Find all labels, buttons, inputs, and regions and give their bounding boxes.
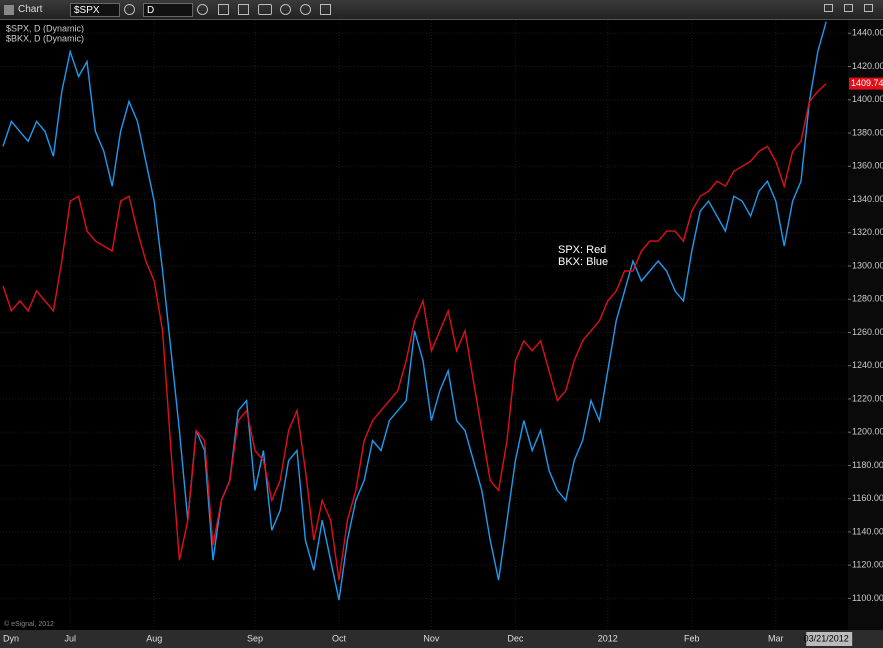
y-tick-label: 1380.00 (852, 127, 883, 137)
y-tick-label: 1340.00 (852, 194, 883, 204)
y-tick-label: 1280.00 (852, 294, 883, 304)
x-tick-label: Dec (507, 633, 524, 643)
last-price-label: 1409.74 (851, 78, 883, 88)
y-tick-label: 1100.00 (852, 593, 883, 603)
y-tick-label: 1260.00 (852, 327, 883, 337)
y-tick-label: 1420.00 (852, 61, 883, 71)
y-tick-label: 1360.00 (852, 161, 883, 171)
y-tick-label: 1320.00 (852, 227, 883, 237)
window-title: Chart (18, 4, 43, 15)
annotation: SPX: Red (558, 244, 606, 256)
x-tick-label: Feb (684, 633, 700, 643)
play-tool[interactable] (280, 4, 291, 15)
y-tick-label: 1220.00 (852, 393, 883, 403)
edit-tool[interactable] (238, 4, 249, 15)
legend-entry: $SPX, D (Dynamic) (6, 23, 84, 33)
x-tick-label: Nov (423, 633, 440, 643)
y-tick-label: 1240.00 (852, 360, 883, 370)
interval-button[interactable] (197, 4, 208, 15)
maximize-button[interactable] (844, 4, 853, 12)
template-tool[interactable] (258, 4, 272, 15)
mode-label[interactable]: Dyn (3, 633, 19, 643)
chart: $SPX, D (Dynamic) $BKX, D (Dynamic) SPX:… (0, 20, 883, 648)
y-tick-label: 1300.00 (852, 260, 883, 270)
symbol-button[interactable] (124, 4, 135, 15)
x-tick-label: Aug (146, 633, 162, 643)
y-tick-label: 1140.00 (852, 526, 883, 536)
y-tick-label: 1160.00 (852, 493, 883, 503)
close-button[interactable] (864, 4, 873, 12)
draw-tool[interactable] (218, 4, 229, 15)
x-tick-label: Oct (332, 633, 347, 643)
x-tick-label: 03/21/2012 (804, 633, 849, 643)
symbol-input[interactable]: $SPX (70, 3, 120, 17)
y-tick-label: 1400.00 (852, 94, 883, 104)
y-tick-label: 1180.00 (852, 460, 883, 470)
add-tool[interactable] (300, 4, 311, 15)
y-tick-label: 1200.00 (852, 427, 883, 437)
interval-input[interactable]: D (143, 3, 193, 17)
minimize-button[interactable] (824, 4, 833, 12)
legend-entry: $BKX, D (Dynamic) (6, 33, 84, 43)
link-tool[interactable] (320, 4, 331, 15)
series-line (2, 83, 827, 581)
y-axis-strip (848, 20, 883, 630)
annotation: BKX: Blue (558, 256, 608, 268)
y-tick-label: 1440.00 (852, 28, 883, 38)
x-tick-label: 2012 (598, 633, 618, 643)
window-icon (4, 5, 14, 15)
date-tag (806, 632, 853, 646)
x-axis-strip (0, 630, 883, 648)
last-price-tag (849, 77, 883, 90)
x-tick-label: Mar (768, 633, 784, 643)
y-tick-label: 1120.00 (852, 560, 883, 570)
toolbar: Chart $SPX D (0, 0, 883, 20)
copyright: © eSignal, 2012 (4, 620, 54, 628)
x-tick-label: Jul (64, 633, 76, 643)
series-line (2, 21, 827, 601)
x-tick-label: Sep (247, 633, 263, 643)
